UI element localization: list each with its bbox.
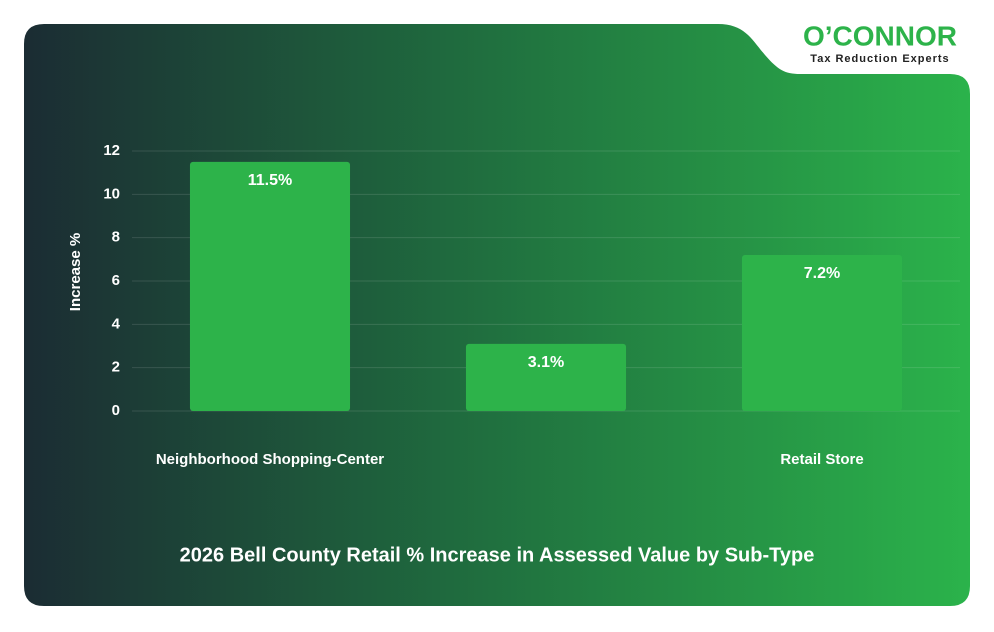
value-label: 11.5% — [248, 172, 292, 189]
y-tick-label: 10 — [103, 185, 120, 202]
bar — [189, 161, 351, 411]
chart-title: 2026 Bell County Retail % Increase in As… — [180, 544, 815, 566]
y-tick-label: 12 — [103, 142, 120, 159]
logo-name: O’CONNOR — [803, 20, 957, 51]
y-tick-label: 0 — [112, 402, 120, 419]
y-tick-label: 2 — [112, 359, 120, 376]
y-tick-label: 8 — [112, 229, 120, 246]
value-label: 3.1% — [528, 354, 564, 371]
x-tick-label: Neighborhood Shopping-Center — [156, 451, 384, 468]
logo-tagline: Tax Reduction Experts — [810, 53, 949, 65]
value-label: 7.2% — [804, 265, 840, 282]
bar — [465, 343, 627, 411]
x-tick-label: Retail Store — [780, 451, 863, 468]
bar — [741, 255, 903, 411]
y-axis-label: Increase % — [67, 233, 84, 311]
y-tick-label: 6 — [112, 272, 120, 289]
y-tick-label: 4 — [112, 315, 121, 332]
